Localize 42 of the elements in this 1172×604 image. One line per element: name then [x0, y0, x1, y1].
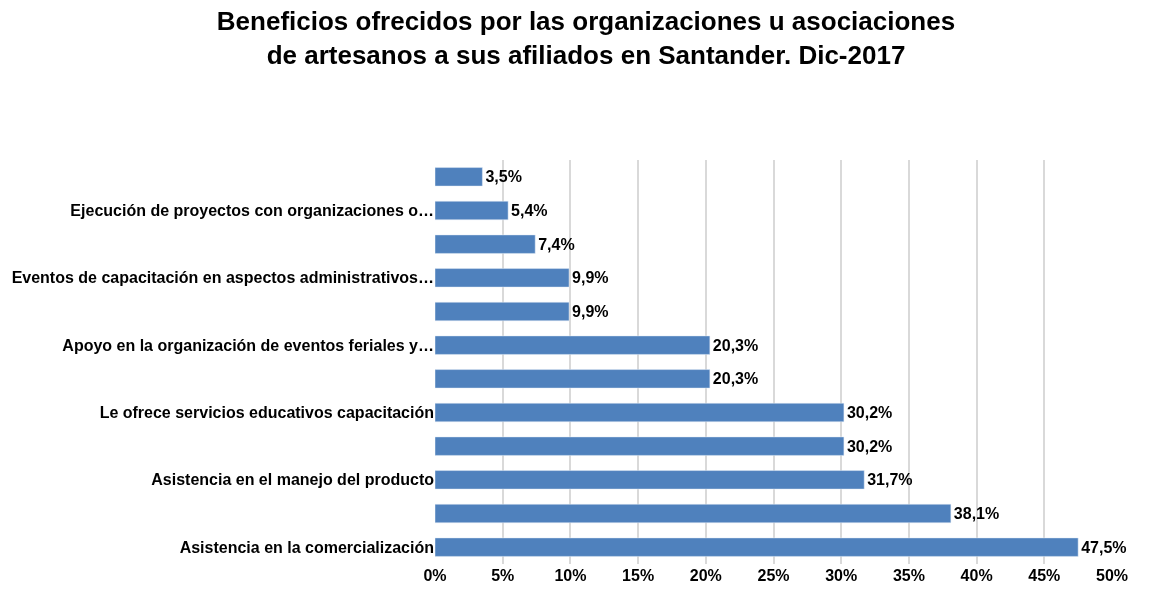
y-tick-label: Eventos de capacitación en aspectos administrativos… — [11, 269, 434, 287]
data-label: 30,2% — [846, 404, 893, 421]
x-tick-label: 10% — [554, 567, 587, 584]
bar — [435, 268, 570, 288]
bar — [435, 234, 536, 254]
chart-title: Beneficios ofrecidos por las organizaciones u asociaciones de artesanos a sus afiliados en Santander. Dic-2017 — [216, 6, 956, 70]
data-label: 3,5% — [485, 168, 522, 186]
x-tick-label: 35% — [892, 567, 925, 584]
bar — [435, 335, 711, 355]
bar — [435, 301, 570, 322]
x-tick-label: 45% — [1028, 567, 1061, 584]
y-tick-label: Ejecución de proyectos con organizaciones o… — [70, 202, 434, 220]
data-label: 5,4% — [511, 202, 548, 219]
x-tick-label: 50% — [1095, 567, 1129, 584]
data-label: 9,9% — [572, 269, 609, 287]
data-label: 30,2% — [846, 437, 893, 455]
bar — [435, 167, 483, 187]
bar — [435, 436, 845, 456]
y-tick-label: Apoyo en la organización de eventos feriales y… — [62, 336, 434, 354]
bar — [435, 369, 711, 389]
data-label: 47,5% — [1081, 538, 1127, 556]
x-tick-label: 0% — [423, 567, 447, 584]
data-label: 20,3% — [712, 370, 759, 388]
bar — [435, 402, 845, 423]
x-tick-label: 20% — [689, 567, 722, 584]
bar — [435, 537, 1079, 557]
x-tick-label: 40% — [960, 567, 993, 584]
bar — [435, 200, 509, 221]
y-tick-label: Le ofrece servicios educativos capacitación — [99, 404, 434, 422]
bar — [435, 503, 952, 524]
bar — [435, 470, 865, 490]
x-tick-label: 30% — [825, 567, 858, 584]
data-label: 7,4% — [538, 235, 575, 253]
x-tick-label: 5% — [491, 567, 515, 584]
y-tick-label: Asistencia en el manejo del producto — [151, 471, 435, 489]
data-label: 9,9% — [572, 303, 609, 320]
data-label: 20,3% — [712, 336, 759, 354]
x-tick-label: 25% — [757, 567, 790, 584]
data-label: 31,7% — [867, 471, 913, 489]
data-label: 38,1% — [953, 505, 1000, 522]
x-tick-label: 15% — [622, 567, 655, 584]
y-tick-label: Asistencia en la comercialización — [179, 538, 434, 556]
